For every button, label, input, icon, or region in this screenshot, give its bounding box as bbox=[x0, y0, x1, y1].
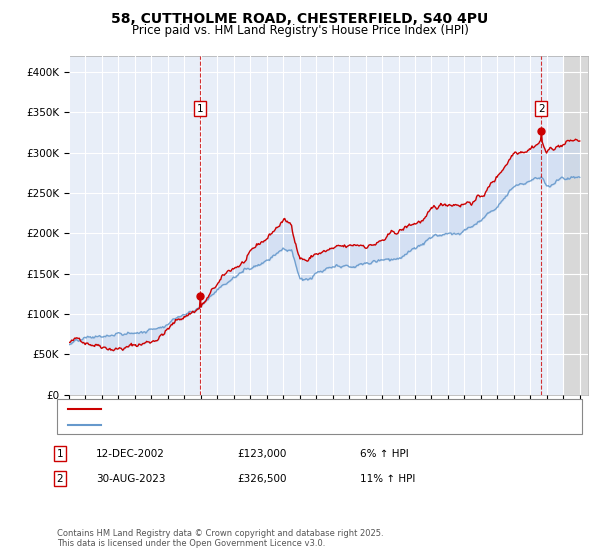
Text: 2: 2 bbox=[56, 474, 64, 484]
Text: 11% ↑ HPI: 11% ↑ HPI bbox=[360, 474, 415, 484]
Text: 30-AUG-2023: 30-AUG-2023 bbox=[96, 474, 166, 484]
Text: £123,000: £123,000 bbox=[237, 449, 286, 459]
Bar bbox=[563, 56, 588, 395]
Text: 58, CUTTHOLME ROAD, CHESTERFIELD, S40 4PU: 58, CUTTHOLME ROAD, CHESTERFIELD, S40 4P… bbox=[112, 12, 488, 26]
Text: 1: 1 bbox=[56, 449, 64, 459]
Text: Price paid vs. HM Land Registry's House Price Index (HPI): Price paid vs. HM Land Registry's House … bbox=[131, 24, 469, 36]
Text: £326,500: £326,500 bbox=[237, 474, 287, 484]
Text: 2: 2 bbox=[538, 104, 545, 114]
Text: 58, CUTTHOLME ROAD, CHESTERFIELD, S40 4PU (detached house): 58, CUTTHOLME ROAD, CHESTERFIELD, S40 4P… bbox=[107, 404, 439, 414]
Text: 1: 1 bbox=[197, 104, 203, 114]
Text: 12-DEC-2002: 12-DEC-2002 bbox=[96, 449, 165, 459]
Text: Contains HM Land Registry data © Crown copyright and database right 2025.
This d: Contains HM Land Registry data © Crown c… bbox=[57, 529, 383, 548]
Text: 6% ↑ HPI: 6% ↑ HPI bbox=[360, 449, 409, 459]
Text: HPI: Average price, detached house, Chesterfield: HPI: Average price, detached house, Ches… bbox=[107, 419, 352, 430]
